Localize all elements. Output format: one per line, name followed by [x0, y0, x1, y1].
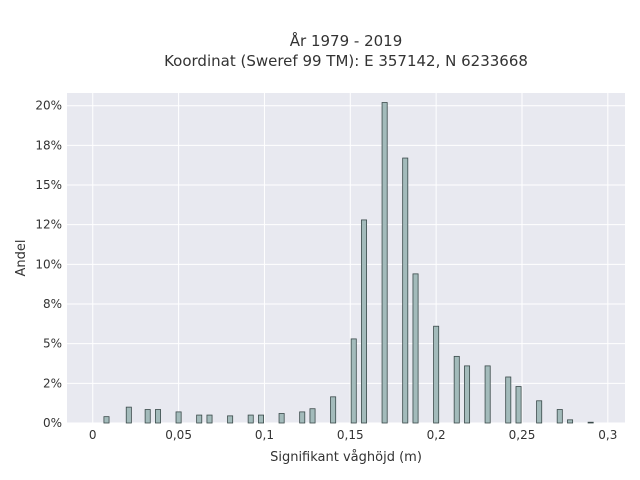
histogram-bar-5: [196, 414, 203, 424]
histogram-bar-20: [453, 355, 460, 424]
x-tick-label-1: 0,05: [165, 428, 192, 442]
plot-area: [67, 93, 625, 423]
x-tick-label-4: 0,2: [427, 428, 446, 442]
histogram-bar-1: [125, 406, 132, 424]
y-tick-label-7: 18%: [35, 138, 62, 152]
x-tick-label-3: 0,15: [337, 428, 364, 442]
histogram-bar-16: [381, 102, 388, 424]
y-axis-ticks: 0% 2% 5% 8% 10% 12% 15% 18% 20%: [35, 99, 62, 430]
histogram-bar-21: [464, 365, 471, 424]
x-axis-label: Signifikant våghöjd (m): [270, 450, 422, 465]
y-axis-label: Andel: [14, 240, 29, 277]
bars: [103, 102, 594, 424]
histogram-bar-2: [144, 409, 151, 424]
x-tick-label-0: 0: [89, 428, 97, 442]
histogram-bar-19: [433, 325, 440, 424]
histogram-bar-23: [505, 376, 512, 424]
y-tick-label-3: 8%: [43, 297, 62, 311]
histogram-bar-7: [227, 415, 234, 424]
y-tick-label-6: 15%: [35, 178, 62, 192]
histogram-bar-14: [350, 338, 357, 424]
histogram-bar-3: [155, 409, 161, 424]
histogram-bar-24: [515, 386, 522, 424]
histogram-bar-12: [309, 408, 316, 424]
chart-title-line-1: År 1979 - 2019: [290, 31, 403, 50]
y-tick-label-2: 5%: [43, 337, 62, 351]
histogram-bar-18: [412, 273, 419, 424]
histogram-bar-17: [402, 157, 409, 424]
histogram-bar-4: [175, 411, 182, 424]
y-tick-label-5: 12%: [35, 218, 62, 232]
histogram-bar-6: [206, 414, 213, 424]
x-axis-ticks: 0 0,05 0,1 0,15 0,2 0,25 0,3: [89, 428, 617, 442]
y-tick-label-0: 0%: [43, 416, 62, 430]
histogram-bar-25: [536, 400, 543, 424]
x-tick-label-2: 0,1: [255, 428, 274, 442]
x-tick-label-6: 0,3: [598, 428, 617, 442]
histogram-bar-10: [278, 413, 285, 424]
histogram-bar-28: [587, 421, 594, 424]
histogram-bar-15: [361, 219, 368, 424]
histogram-bar-22: [484, 365, 491, 424]
y-tick-label-8: 20%: [35, 99, 62, 113]
y-tick-label-4: 10%: [35, 257, 62, 271]
chart-title-line-2: Koordinat (Sweref 99 TM): E 357142, N 62…: [164, 52, 528, 70]
histogram-bar-8: [247, 414, 254, 424]
x-tick-label-5: 0,25: [509, 428, 536, 442]
histogram-bar-27: [567, 419, 574, 424]
histogram-bar-13: [330, 396, 337, 424]
histogram-bar-11: [299, 411, 306, 424]
y-tick-label-1: 2%: [43, 376, 62, 390]
histogram-bar-9: [258, 414, 264, 424]
histogram-bar-0: [103, 416, 110, 424]
histogram-bar-26: [556, 409, 563, 424]
